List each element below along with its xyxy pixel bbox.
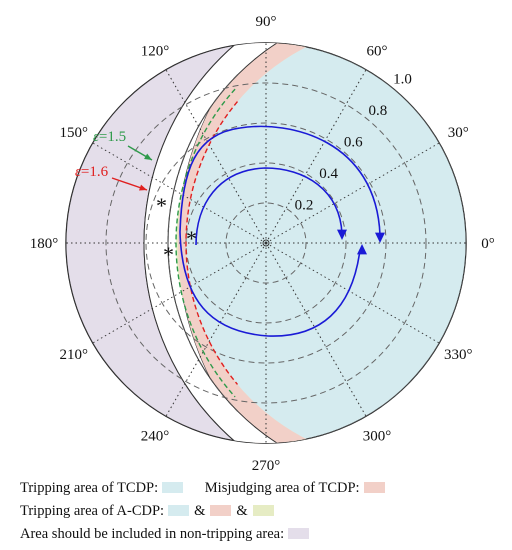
legend-amp-1: & xyxy=(194,503,206,519)
trajectory-inner-arc xyxy=(195,167,343,246)
angle-label: 240° xyxy=(141,428,170,444)
legend-amp-2: & xyxy=(236,503,248,519)
polar-diagram: * * * ε=1.5 ε=1.6 0° 30° 60° 90° 120° 150° 180… xyxy=(30,14,495,474)
angle-label: 150° xyxy=(59,125,88,141)
epsilon-1-5-label: ε=1.5 xyxy=(93,129,126,145)
spoke xyxy=(92,142,267,244)
radial-labels: 0.2 0.4 0.6 0.8 1.0 xyxy=(295,71,412,213)
spoke xyxy=(265,242,440,344)
spoke xyxy=(165,242,267,417)
marker-star-1: * xyxy=(156,193,167,218)
legend-swatch-tcdp-misjudging xyxy=(363,482,385,493)
legend-row-2: Tripping area of A-CDP: & & xyxy=(20,501,278,521)
epsilon-1-6-pointer-head xyxy=(139,184,147,191)
radial-label: 1.0 xyxy=(393,71,412,87)
angle-label: 60° xyxy=(367,44,388,60)
angle-label: 0° xyxy=(481,236,495,252)
spoke xyxy=(165,69,267,244)
legend-row-1: Tripping area of TCDP: Misjudging area o… xyxy=(20,478,389,498)
legend-non-tripping-label: Area should be included in non-tripping … xyxy=(20,526,285,542)
origin-marker xyxy=(262,239,270,247)
epsilon-1-5-boundary xyxy=(175,88,236,398)
angle-label: 330° xyxy=(444,347,473,363)
angle-labels: 0° 30° 60° 90° 120° 150° 180° 210° 240° 270° 300° 3… xyxy=(30,14,495,474)
legend-swatch-acdp-blue xyxy=(168,505,190,516)
legend-swatch-non-tripping xyxy=(288,528,310,539)
angle-label: 180° xyxy=(30,236,59,252)
marker-star-3: * xyxy=(163,242,174,267)
angle-label: 300° xyxy=(363,428,392,444)
trajectory-arrowhead-outer xyxy=(375,232,385,243)
angle-label: 270° xyxy=(252,458,281,474)
radial-label: 0.8 xyxy=(369,103,388,119)
white-boundary-dash xyxy=(167,74,239,412)
spoke xyxy=(265,69,367,244)
marker-star-2: * xyxy=(186,226,197,251)
angle-label: 90° xyxy=(256,14,277,30)
spoke xyxy=(92,242,267,344)
epsilon-1-5-pointer-head xyxy=(144,153,152,160)
epsilon-1-6-label: ε=1.6 xyxy=(75,164,109,180)
legend-tcdp-misjudging-label: Misjudging area of TCDP: xyxy=(204,480,360,496)
grid-circle xyxy=(105,82,427,404)
spoke xyxy=(265,242,367,417)
spokes xyxy=(66,43,466,443)
radial-label: 0.6 xyxy=(344,134,363,150)
legend-tcdp-tripping-label: Tripping area of TCDP: xyxy=(20,480,159,496)
epsilon-pointers xyxy=(111,145,153,191)
spoke xyxy=(265,142,440,244)
non-tripping-area xyxy=(66,43,466,443)
trajectory-arrowhead-mid xyxy=(357,244,367,255)
radial-label: 0.2 xyxy=(295,197,314,213)
grid-circle xyxy=(225,202,307,284)
legend-acdp-tripping-label: Tripping area of A-CDP: xyxy=(20,503,165,519)
angle-label: 120° xyxy=(141,44,170,60)
legend-swatch-acdp-pink xyxy=(210,505,232,516)
trajectory-arrowhead-inner xyxy=(337,229,347,240)
legend-swatch-acdp-green xyxy=(252,505,274,516)
grid-circle xyxy=(145,122,387,364)
radial-label: 0.4 xyxy=(319,166,338,182)
tcdp-tripping-area xyxy=(177,43,466,443)
angle-label: 210° xyxy=(59,347,88,363)
legend-row-3: Area should be included in non-tripping … xyxy=(20,524,313,544)
legend-swatch-tcdp-tripping xyxy=(162,482,184,493)
trajectory-outer-arc xyxy=(179,125,381,337)
angle-label: 30° xyxy=(448,125,469,141)
